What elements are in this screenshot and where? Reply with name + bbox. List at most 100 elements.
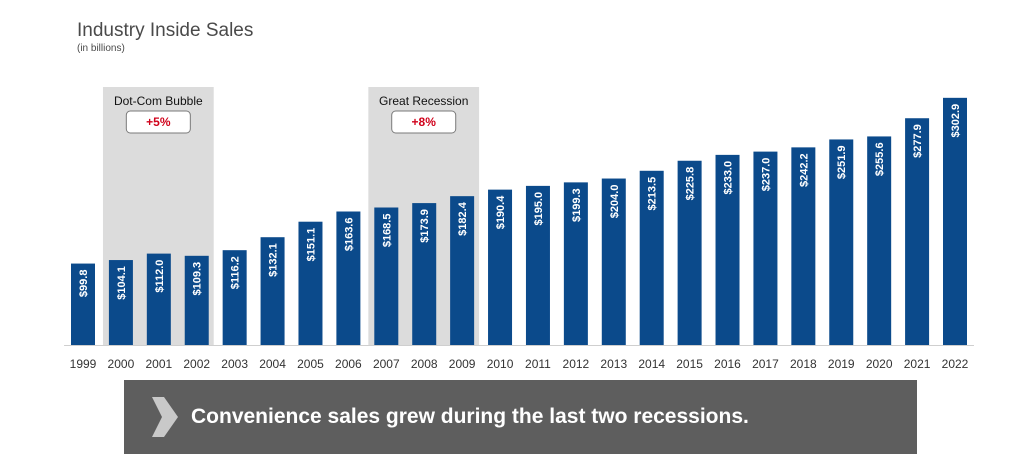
bar: [525, 185, 550, 345]
x-tick-label: 2000: [108, 357, 135, 371]
bar-value-label: $251.9: [836, 145, 848, 179]
callout-box: [391, 110, 457, 134]
bar-value-label: $182.4: [457, 201, 469, 236]
x-tick-label: 2008: [411, 357, 438, 371]
x-tick-label: 2019: [828, 357, 855, 371]
chevron-right-icon: [152, 397, 178, 437]
chart-title: Industry Inside Sales: [77, 20, 253, 41]
highlight-label: Dot-Com Bubble: [114, 94, 203, 108]
x-tick-label: 2007: [373, 357, 400, 371]
bar: [374, 207, 399, 345]
bar: [753, 151, 778, 345]
x-tick-label: 2006: [335, 357, 362, 371]
bar-group: $233.0: [715, 154, 740, 345]
bar-value-label: $116.2: [230, 256, 242, 289]
bar-value-label: $302.9: [950, 104, 962, 138]
x-tick-label: 2021: [904, 357, 931, 371]
x-tick-label: 2022: [942, 357, 969, 371]
bar-value-label: $199.3: [571, 188, 583, 222]
bar: [222, 250, 247, 345]
bar-value-label: $104.1: [116, 266, 128, 300]
bar-group: $163.6: [336, 211, 361, 345]
bar-group: $242.2: [791, 147, 816, 345]
bar: [336, 211, 361, 345]
x-tick-label: 1999: [70, 357, 97, 371]
takeaway-banner: Convenience sales grew during the last t…: [124, 380, 917, 454]
x-tick-label: 2013: [600, 357, 627, 371]
bar: [715, 154, 740, 345]
bar: [943, 97, 967, 345]
bar: [260, 237, 285, 345]
highlight-label: Great Recession: [379, 94, 468, 108]
bar: [563, 182, 588, 345]
x-tick-label: 2014: [638, 357, 665, 371]
bar-group: $151.1: [298, 221, 323, 345]
x-tick-label: 2015: [676, 357, 703, 371]
bar-group: $190.4: [488, 189, 513, 345]
bar-value-label: $237.0: [760, 158, 772, 192]
bar-group: $302.9: [943, 97, 967, 345]
bar: [184, 255, 209, 345]
chart-subtitle: (in billions): [77, 43, 125, 54]
bar-group: $237.0: [753, 151, 778, 345]
bar: [677, 160, 702, 345]
x-tick-label: 2012: [563, 357, 590, 371]
x-tick-label: 2010: [487, 357, 514, 371]
x-tick-label: 2003: [221, 357, 248, 371]
bar-value-label: $190.4: [495, 195, 507, 230]
bar-group: $213.5: [639, 170, 664, 345]
bar-value-label: $132.1: [268, 243, 280, 277]
bar: [867, 136, 892, 345]
banner-text: Convenience sales grew during the last t…: [191, 405, 749, 428]
bar-value-label: $233.0: [723, 161, 735, 195]
bar-value-label: $163.6: [343, 218, 355, 252]
bar-value-label: $213.5: [647, 177, 659, 211]
bar-group: $99.8: [71, 263, 95, 345]
bar-value-label: $151.1: [305, 228, 317, 262]
callout-percent: +8%: [412, 115, 437, 129]
bars: $99.8 $104.1 $112.0 $109.3 $116.2 $132.1 $151.…: [71, 97, 967, 345]
bar-value-label: $99.8: [78, 270, 90, 298]
x-tick-label: 2020: [866, 357, 893, 371]
bar-group: $182.4: [450, 196, 475, 345]
x-tick-label: 2002: [183, 357, 210, 371]
bar-group: $199.3: [563, 182, 588, 345]
x-axis-ticks: 1999 2000 2001 2002 2003 2004 2005 2006 2007 2008…: [70, 357, 969, 371]
chart: Industry Inside Sales (in billions) Dot-…: [64, 20, 974, 371]
bar-value-label: $277.9: [912, 124, 924, 158]
bar: [108, 260, 133, 345]
bar-value-label: $109.3: [192, 262, 204, 296]
bar-value-label: $173.9: [419, 209, 431, 243]
callout-percent: +5%: [146, 115, 171, 129]
bar-value-label: $168.5: [381, 214, 393, 248]
bar-group: $251.9: [829, 139, 854, 345]
bar: [829, 139, 854, 345]
bar-group: $277.9: [905, 118, 930, 345]
bar: [905, 118, 930, 345]
bar: [298, 221, 323, 345]
bar: [488, 189, 513, 345]
bar-group: $132.1: [260, 237, 285, 345]
x-tick-label: 2016: [714, 357, 741, 371]
bar-group: $116.2: [222, 250, 247, 345]
x-tick-label: 2011: [525, 357, 551, 371]
bar-value-label: $242.2: [798, 153, 810, 187]
x-tick-label: 2001: [145, 357, 172, 371]
bar-group: $195.0: [525, 185, 550, 345]
x-tick-label: 2004: [259, 357, 286, 371]
bar-group: $168.5: [374, 207, 399, 345]
x-tick-label: 2017: [752, 357, 779, 371]
bar-group: $255.6: [867, 136, 892, 345]
bar-group: $109.3: [184, 255, 209, 345]
bar-group: $112.0: [146, 253, 171, 345]
bar: [639, 170, 664, 345]
bar: [146, 253, 171, 345]
bar-value-label: $204.0: [609, 185, 621, 219]
x-tick-label: 2005: [297, 357, 324, 371]
bar-group: $173.9: [412, 203, 437, 345]
callout-box: [125, 110, 191, 134]
bar-value-label: $255.6: [874, 142, 886, 176]
bar-value-label: $225.8: [685, 167, 697, 201]
bar: [450, 196, 475, 345]
bar-group: $204.0: [601, 178, 626, 345]
